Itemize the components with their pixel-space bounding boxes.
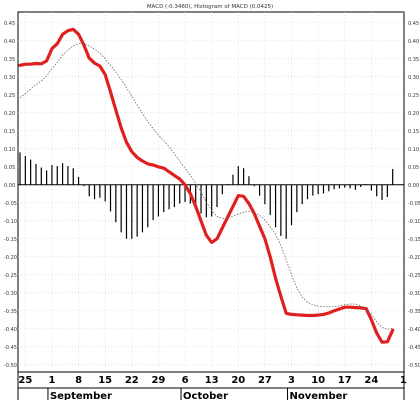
y-tick-label-left: 0.45: [4, 21, 15, 27]
x-tick-label: 20: [231, 375, 245, 386]
y-tick-label-left: 0.20: [4, 111, 15, 117]
y-tick-label-right: 0.35: [408, 57, 419, 63]
y-tick-label-left: -0.20: [4, 255, 17, 261]
x-tick-label: 29: [151, 375, 165, 386]
y-tick-label-right: -0.45: [408, 345, 420, 351]
y-tick-label-left: 0.05: [4, 165, 15, 171]
macd-line: [18, 27, 395, 344]
x-tick-label: 24: [364, 375, 378, 386]
series-lines: [18, 27, 395, 344]
x-axis: 25 1 8 15 22 29 6 13 20 27 3 10 17 24 1 September Octobe…: [17, 372, 407, 400]
y-axis-right: 0.45 0.40 0.35 0.30 0.25 0.20 0.15 0.10 0.05 0.00…: [408, 21, 420, 369]
month-label: September: [50, 391, 112, 400]
x-tick-label: 1: [400, 375, 407, 386]
x-tick-label: 8: [75, 375, 82, 386]
month-label: November: [290, 391, 348, 400]
y-tick-label-left: -0.10: [4, 219, 17, 225]
y-tick-label-right: 0.00: [408, 183, 419, 189]
chart-title: MACD (-0.3460), Histogram of MACD (0.042…: [147, 4, 273, 10]
y-tick-label-right: 0.05: [408, 165, 419, 171]
y-tick-label-left: 0.35: [4, 57, 15, 63]
x-tick-label: 13: [205, 375, 219, 386]
y-tick-label-right: -0.20: [408, 255, 420, 261]
y-tick-label-left: 0.10: [4, 147, 15, 153]
signal-line: [19, 43, 393, 330]
y-tick-label-left: -0.50: [4, 363, 17, 369]
y-tick-label-left: -0.45: [4, 345, 17, 351]
y-tick-label-left: -0.05: [4, 201, 17, 207]
y-tick-label-right: 0.25: [408, 93, 419, 99]
y-tick-label-left: 0.30: [4, 75, 15, 81]
x-tick-label: 15: [98, 375, 112, 386]
y-tick-label-left: 0.25: [4, 93, 15, 99]
x-tick-label: 22: [125, 375, 139, 386]
y-tick-label-left: -0.30: [4, 291, 17, 297]
y-tick-label-left: 0.15: [4, 129, 15, 135]
y-tick-label-right: -0.25: [408, 273, 420, 279]
y-tick-label-right: 0.45: [408, 21, 419, 27]
x-tick-label: 3: [288, 375, 295, 386]
x-tick-label: 25: [18, 375, 32, 386]
y-tick-label-left: -0.40: [4, 327, 17, 333]
y-tick-label-right: -0.40: [408, 327, 420, 333]
y-tick-label-right: -0.05: [408, 201, 420, 207]
x-tick-label: 17: [338, 375, 352, 386]
y-tick-label-right: -0.15: [408, 237, 420, 243]
y-tick-label-right: -0.50: [408, 363, 420, 369]
y-tick-label-right: 0.30: [408, 75, 419, 81]
x-tick-label: 10: [311, 375, 325, 386]
y-tick-label-left: -0.15: [4, 237, 17, 243]
y-tick-label-left: -0.25: [4, 273, 17, 279]
x-tick-label: 6: [182, 375, 189, 386]
month-label: October: [183, 391, 228, 400]
y-tick-label-right: 0.40: [408, 39, 419, 45]
histogram-bars: [19, 152, 394, 239]
x-tick-label: 1: [48, 375, 55, 386]
y-tick-label-right: -0.35: [408, 309, 420, 315]
y-tick-label-right: -0.30: [408, 291, 420, 297]
y-tick-label-left: 0.00: [4, 183, 15, 189]
y-tick-label-left: -0.35: [4, 309, 17, 315]
y-tick-label-right: 0.10: [408, 147, 419, 153]
y-tick-label-right: 0.15: [408, 129, 419, 135]
grid-lines: [17, 11, 405, 373]
y-axis-left: 0.45 0.40 0.35 0.30 0.25 0.20 0.15 0.10 0.05 0.00…: [4, 21, 17, 369]
y-tick-label-left: 0.40: [4, 39, 15, 45]
y-tick-label-right: -0.10: [408, 219, 420, 225]
y-tick-label-right: 0.20: [408, 111, 419, 117]
plot-frame: [17, 11, 405, 373]
x-tick-label: 27: [258, 375, 272, 386]
